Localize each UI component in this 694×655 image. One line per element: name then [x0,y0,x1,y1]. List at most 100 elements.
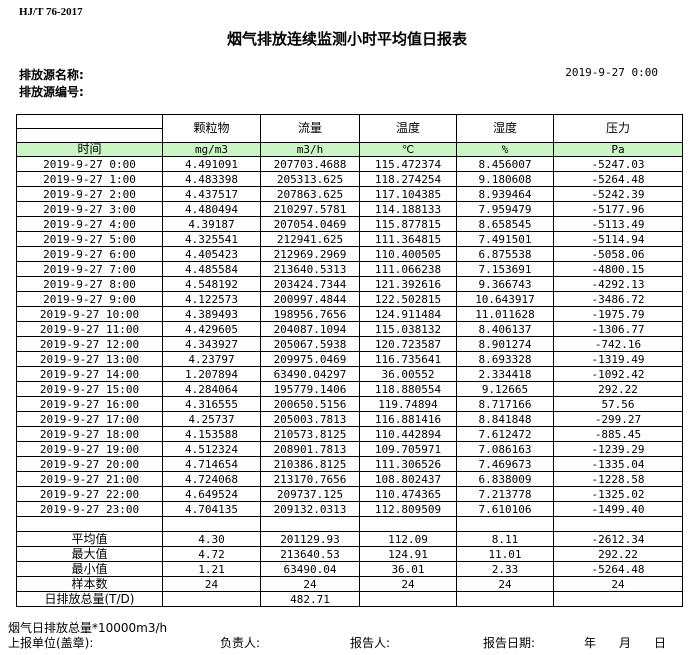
unit-cell: Pa [553,142,683,157]
cell: 7.213778 [456,486,554,502]
cell: 7.153691 [456,261,554,277]
row-label: 平均值 [16,531,163,547]
table-row: 2019-9-27 20:00 4.714654 210386.8125 111.30… [16,456,683,472]
cell: 209737.125 [260,486,360,502]
cell: 119.74894 [359,396,457,412]
row-label: 日排放总量(T/D) [16,591,163,607]
standard-code: HJ/T 76-2017 [19,6,83,18]
cell: 8.841848 [456,411,554,427]
cell: -1319.49 [553,351,683,367]
cell: 4.485584 [162,261,261,277]
cell: 8.693328 [456,351,554,367]
cell: 207863.625 [260,186,360,202]
cell: 4.389493 [162,306,261,322]
row-label: 2019-9-27 3:00 [16,201,163,217]
row-label: 2019-9-27 17:00 [16,411,163,427]
cell: 6.838009 [456,471,554,487]
cell [553,591,683,607]
cell [359,591,457,607]
cell: 36.00552 [359,366,457,382]
cell: 4.483398 [162,171,261,187]
cell [162,591,261,607]
cell: 11.01 [456,546,554,562]
cell: 7.469673 [456,456,554,472]
cell: 213170.7656 [260,471,360,487]
row-label: 2019-9-27 13:00 [16,351,163,367]
table-row: 2019-9-27 0:00 4.491091 207703.4688 115.472… [16,156,683,172]
cell: 109.705971 [359,441,457,457]
footer-date-label: 报告日期: [483,636,536,650]
unit-cell: m3/h [260,142,360,157]
stats-row: 日排放总量(T/D) 482.71 [16,591,683,607]
cell: 4.548192 [162,276,261,292]
header-blank-top [16,114,163,129]
cell: 4.343927 [162,336,261,352]
cell: 7.612472 [456,426,554,442]
cell: 203424.7344 [260,276,360,292]
cell: 8.658545 [456,216,554,232]
row-label: 2019-9-27 0:00 [16,156,163,172]
header-cell: 压力 [553,114,683,143]
table-row: 2019-9-27 4:00 4.39187 207054.0469 115.8778… [16,216,683,232]
row-label: 2019-9-27 18:00 [16,426,163,442]
row-label: 2019-9-27 10:00 [16,306,163,322]
footer-reporter-label: 报告人: [350,636,391,650]
cell: 117.104385 [359,186,457,202]
cell: 11.011628 [456,306,554,322]
table-row: 2019-9-27 18:00 4.153588 210573.8125 110.44… [16,426,683,442]
row-label: 2019-9-27 23:00 [16,501,163,517]
cell: 1.21 [162,561,261,577]
cell: 4.72 [162,546,261,562]
cell: 8.901274 [456,336,554,352]
cell: 24 [456,576,554,592]
cell: -1325.02 [553,486,683,502]
blank-row [16,516,683,532]
cell: 63490.04297 [260,366,360,382]
cell: 115.877815 [359,216,457,232]
row-label: 2019-9-27 8:00 [16,276,163,292]
unit-cell: ℃ [359,142,457,157]
cell: 9.366743 [456,276,554,292]
table-row: 2019-9-27 10:00 4.389493 198956.7656 124.91… [16,306,683,322]
cell: 4.284064 [162,381,261,397]
cell: 200650.5156 [260,396,360,412]
cell: 205067.5938 [260,336,360,352]
cell: -1092.42 [553,366,683,382]
cell: 4.714654 [162,456,261,472]
header-cell: 温度 [359,114,457,143]
cell [359,516,457,532]
row-label: 2019-9-27 20:00 [16,456,163,472]
table-row: 2019-9-27 3:00 4.480494 210297.5781 114.188… [16,201,683,217]
table-row: 2019-9-27 2:00 4.437517 207863.625 117.1043… [16,186,683,202]
table-row: 2019-9-27 15:00 4.284064 195779.1406 118.88… [16,381,683,397]
table-row: 2019-9-27 23:00 4.704135 209132.0313 112.80… [16,501,683,517]
footer-day: 日 [654,636,667,650]
cell: -1228.58 [553,471,683,487]
row-label: 2019-9-27 19:00 [16,441,163,457]
cell: 8.939464 [456,186,554,202]
cell: -4292.13 [553,276,683,292]
cell: -1239.29 [553,441,683,457]
cell: 4.649524 [162,486,261,502]
cell: -3486.72 [553,291,683,307]
cell: 4.122573 [162,291,261,307]
cell: 4.316555 [162,396,261,412]
row-label: 样本数 [16,576,163,592]
cell: 110.400505 [359,246,457,262]
cell: -2612.34 [553,531,683,547]
cell: 111.364815 [359,231,457,247]
cell [456,516,554,532]
table-row: 2019-9-27 22:00 4.649524 209737.125 110.474… [16,486,683,502]
cell: 4.480494 [162,201,261,217]
cell: 8.406137 [456,321,554,337]
table-row: 2019-9-27 13:00 4.23797 209975.0469 116.735… [16,351,683,367]
cell: 213640.53 [260,546,360,562]
row-label: 2019-9-27 2:00 [16,186,163,202]
cell: 209132.0313 [260,501,360,517]
row-label [16,516,163,532]
cell: 24 [260,576,360,592]
cell: -1306.77 [553,321,683,337]
cell: 2.334418 [456,366,554,382]
row-label: 2019-9-27 22:00 [16,486,163,502]
cell: 210297.5781 [260,201,360,217]
